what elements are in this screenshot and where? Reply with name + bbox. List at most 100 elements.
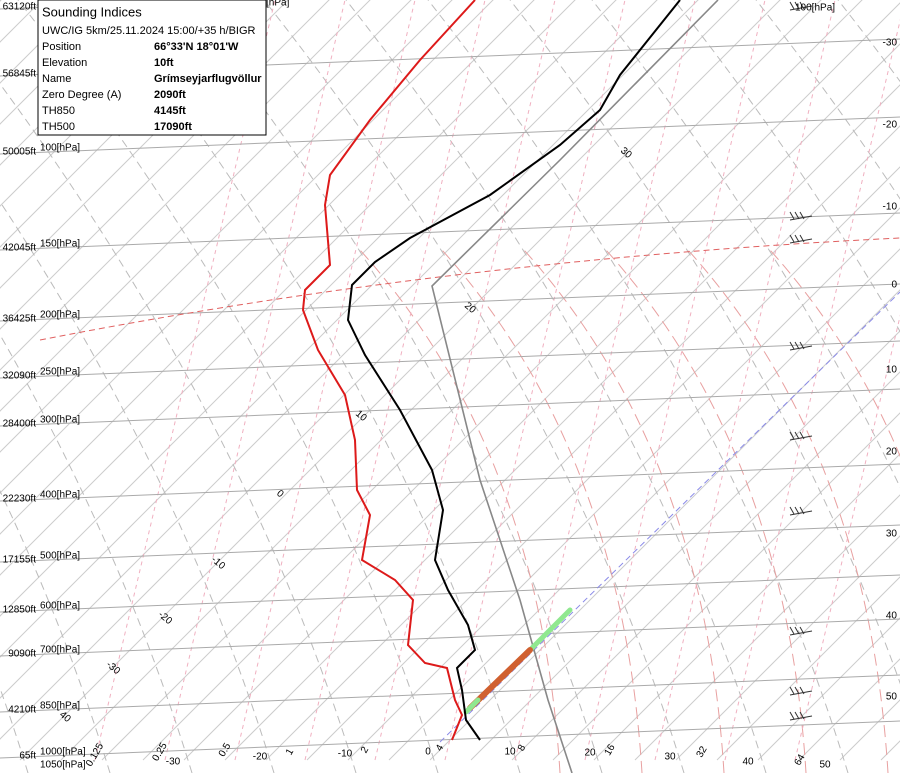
barb-flag <box>789 686 795 695</box>
altitude-label: 9090ft <box>8 649 36 660</box>
barb-flag <box>799 431 805 440</box>
barb-staff <box>789 5 813 11</box>
temperature-label: 40 <box>886 611 898 622</box>
dry-adiabat <box>0 200 275 773</box>
info-value: 66°33'N 18°01'W <box>154 41 239 53</box>
temperature-label: -30 <box>883 38 898 49</box>
dry-adiabat <box>755 0 900 200</box>
altitude-label: 65ft <box>19 751 36 762</box>
barb-flag <box>789 506 795 515</box>
isotherm <box>675 535 900 761</box>
isotherm <box>60 0 822 761</box>
info-key: Position <box>42 41 81 53</box>
barb-staff <box>789 510 813 516</box>
moist-adiabat <box>523 249 725 773</box>
temperature-label: 0 <box>891 280 897 291</box>
pressure-label: 1050[hPa] <box>40 760 86 771</box>
pressure-label: 500[hPa] <box>40 551 80 562</box>
barb-flag <box>789 234 795 243</box>
temperature-label: -10 <box>883 202 898 213</box>
pressure-label: 200[hPa] <box>40 310 80 321</box>
temperature-label: 0 <box>425 747 431 758</box>
pressure-label: 700[hPa] <box>40 645 80 656</box>
barb-flag <box>794 626 800 635</box>
altitude-label: 36425ft <box>3 314 37 325</box>
barb-flag <box>794 506 800 515</box>
barb-flag <box>789 211 795 220</box>
isotherm <box>101 0 863 761</box>
temperature-label: 50 <box>886 692 898 703</box>
temperature-curve <box>346 0 681 741</box>
mixing-ratio-label: 4 <box>434 743 447 754</box>
isotherm <box>0 0 740 740</box>
moist-adiabat <box>605 249 807 773</box>
info-box: Sounding Indices UWC/IG 5km/25.11.2024 1… <box>37 0 267 136</box>
barb-flag <box>789 341 795 350</box>
barb-flag <box>799 341 805 350</box>
lifted-line <box>439 291 900 743</box>
temperature-label: 20 <box>886 447 898 458</box>
isotherm <box>0 0 576 576</box>
mixing-ratio-line <box>654 0 836 761</box>
altitude-label: 17155ft <box>3 555 37 566</box>
info-key: TH500 <box>42 121 75 133</box>
mixing-ratio-label: 0.5 <box>217 741 234 759</box>
pressure-label: [hPa] <box>266 0 290 9</box>
cloud-layer <box>527 607 573 653</box>
isotherm <box>388 248 900 761</box>
info-box-frame <box>37 0 267 136</box>
mixing-ratio-line <box>374 0 556 761</box>
isotherm <box>0 0 535 535</box>
info-value: Grímseyjarflugvöllur <box>154 73 262 85</box>
dry-adiabat <box>0 490 111 773</box>
mixing-ratio-line <box>444 0 626 761</box>
barb-flag <box>789 711 795 720</box>
barb-flag <box>794 234 800 243</box>
info-key: Name <box>42 73 71 85</box>
adiabat-label: -20 <box>156 609 174 627</box>
pressure-label: 1000[hPa] <box>40 747 86 758</box>
temperature-label: -30 <box>166 757 181 768</box>
mixing-ratio-label: 32 <box>695 744 710 760</box>
barb-staff <box>789 630 813 636</box>
isotherm <box>0 0 617 617</box>
altitude-label: 28400ft <box>3 419 37 430</box>
dewpoint-curve <box>301 0 476 741</box>
barb-flag <box>789 1 795 10</box>
info-key: TH850 <box>42 105 75 117</box>
pressure-label: 150[hPa] <box>40 239 80 250</box>
altitude-label: 63120ft <box>3 2 37 13</box>
isotherm <box>306 166 900 761</box>
isobar <box>0 463 900 502</box>
moist-adiabat <box>687 249 889 773</box>
isotherm <box>0 0 699 699</box>
temperature-label: -20 <box>883 120 898 131</box>
adiabat-label: -30 <box>104 659 122 677</box>
temperature-label: -10 <box>338 749 353 760</box>
dry-adiabat <box>263 0 685 773</box>
barb-flag <box>799 211 805 220</box>
temperature-label: 40 <box>742 757 754 768</box>
barb-flag <box>799 506 805 515</box>
temperature-label: 50 <box>819 760 831 771</box>
isotherm <box>347 207 900 761</box>
altitude-label: 50005ft <box>3 147 37 158</box>
isotherm <box>19 0 781 761</box>
temperature-label: 10 <box>504 747 516 758</box>
temperature-label: 10 <box>886 365 898 376</box>
pressure-label: 250[hPa] <box>40 367 80 378</box>
isotherm <box>593 453 900 761</box>
mixing-ratio-line <box>234 0 416 761</box>
dry-adiabat <box>509 0 900 685</box>
barb-flag <box>799 686 805 695</box>
dry-adiabat <box>0 333 193 773</box>
isotherm <box>0 0 125 125</box>
barb-flag <box>794 1 800 10</box>
altitude-label: 22230ft <box>3 494 37 505</box>
isotherm <box>511 371 900 761</box>
barb-flag <box>794 341 800 350</box>
barb-flag <box>799 626 805 635</box>
altitude-label: 56845ft <box>3 69 37 80</box>
isotherm <box>0 0 453 453</box>
